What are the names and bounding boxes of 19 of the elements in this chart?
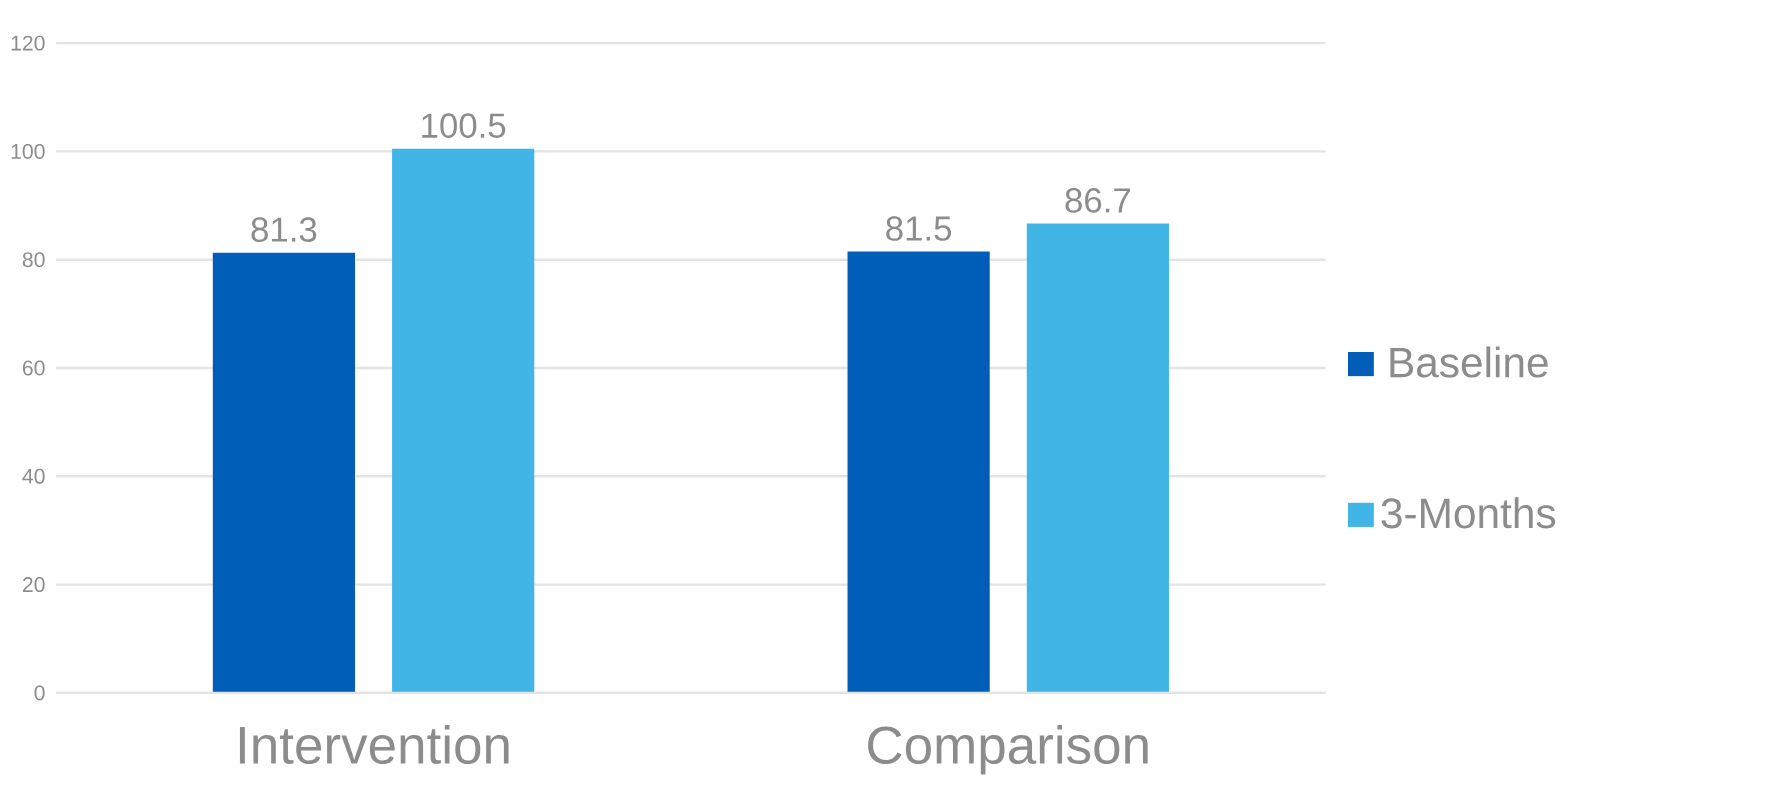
data-label: 81.3 — [251, 217, 317, 242]
y-tick-label: 40 — [22, 468, 45, 484]
bar — [392, 148, 535, 693]
y-tick-label: 120 — [11, 35, 45, 51]
x-tick-label: Intervention — [239, 725, 509, 765]
y-tick-label: 0 — [34, 685, 45, 701]
data-label: 81.5 — [886, 216, 952, 241]
data-label: 86.7 — [1065, 188, 1131, 213]
legend-label: Baseline — [1390, 346, 1548, 378]
x-tick-label: Comparison — [868, 725, 1148, 775]
data-label: 100.5 — [422, 113, 506, 139]
y-tick-label: 20 — [22, 577, 45, 593]
y-tick-label: 100 — [11, 143, 45, 159]
bar — [1026, 223, 1169, 693]
legend-label: 3-Months — [1381, 497, 1556, 529]
bar — [847, 251, 990, 693]
y-tick-label: 60 — [22, 360, 45, 376]
bar — [212, 252, 355, 693]
y-tick-label: 80 — [22, 252, 45, 268]
